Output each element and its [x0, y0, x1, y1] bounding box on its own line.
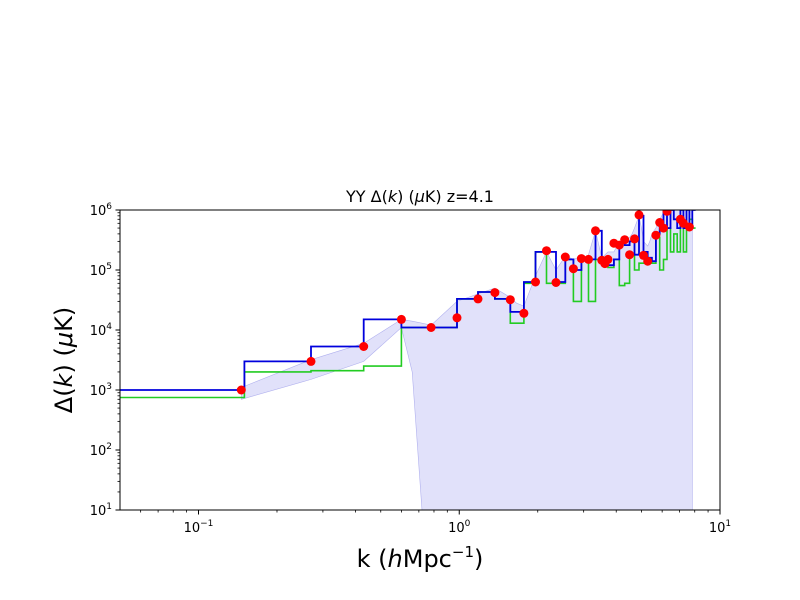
y-tick-label: 102: [90, 442, 112, 459]
data-point: [560, 252, 570, 262]
data-point: [630, 234, 639, 244]
data-point: [643, 256, 653, 266]
data-point: [490, 288, 500, 298]
x-axis-ticks: 10−1 100 101: [140, 510, 731, 536]
data-point: [634, 210, 644, 220]
data-point: [576, 254, 586, 264]
data-point: [568, 264, 578, 274]
x-tick-label: 100: [448, 519, 471, 536]
y-tick-label: 103: [90, 382, 112, 399]
x-tick-label: 101: [709, 519, 731, 536]
data-point: [584, 254, 593, 264]
data-point: [603, 254, 613, 264]
data-points: [236, 210, 694, 395]
data-point: [542, 246, 551, 256]
data-point: [551, 278, 561, 287]
y-tick-label: 104: [90, 322, 113, 339]
data-point: [306, 356, 316, 366]
data-point: [659, 223, 668, 233]
data-point: [519, 308, 529, 318]
data-point: [505, 295, 515, 305]
y-tick-label: 106: [90, 202, 113, 219]
data-point: [620, 235, 630, 245]
data-point: [396, 314, 406, 324]
data-point: [591, 226, 600, 236]
y-tick-label: 105: [90, 262, 112, 279]
data-point: [684, 222, 694, 232]
y-tick-label: 101: [90, 502, 112, 519]
y-axis-ticks: 101 102 103 104 105 106: [90, 202, 120, 519]
data-point: [452, 313, 462, 323]
data-point: [651, 230, 661, 240]
data-point: [625, 250, 635, 260]
chart-title: YY Δ(k) (μK) z=4.1: [345, 187, 494, 206]
data-point: [236, 385, 246, 395]
x-tick-label: 10−1: [184, 519, 214, 536]
data-point: [662, 210, 672, 216]
plot-area: [120, 210, 696, 510]
data-point: [359, 342, 369, 351]
axes-frame: [119, 209, 721, 511]
data-point: [426, 323, 436, 332]
series-blue-step-line: [120, 210, 696, 391]
x-axis-label: k (hMpc−1): [357, 543, 484, 573]
y-axis-label: Δ(k) (μK): [50, 307, 78, 413]
data-point: [531, 277, 540, 287]
data-point: [473, 294, 483, 304]
